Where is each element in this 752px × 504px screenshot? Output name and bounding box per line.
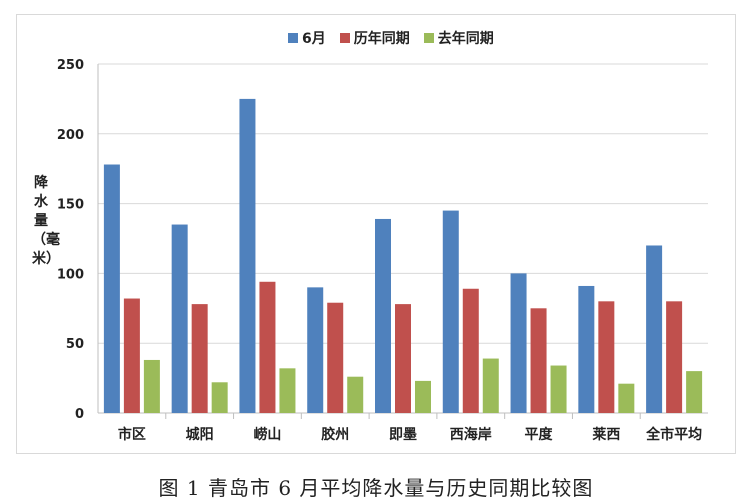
- bar-去年同期-莱西: [618, 383, 635, 413]
- bar-历年同期-城阳: [191, 304, 208, 413]
- x-tick-label: 莱西: [592, 426, 620, 443]
- x-tick-label: 市区: [118, 426, 146, 443]
- bar-6月-莱西: [578, 285, 595, 413]
- bar-历年同期-胶州: [327, 302, 344, 413]
- figure-caption: 图 1 青岛市 6 月平均降水量与历史同期比较图: [158, 476, 594, 500]
- legend-item-last-year: 去年同期: [423, 28, 494, 48]
- x-tick-label: 全市平均: [645, 426, 702, 443]
- legend-item-historical: 历年同期: [339, 28, 410, 48]
- x-tick-label: 西海岸: [450, 426, 492, 443]
- bar-历年同期-即墨: [395, 304, 411, 413]
- bar-历年同期-西海岸: [462, 288, 479, 413]
- x-tick-label: 平度: [525, 426, 554, 443]
- bar-去年同期-崂山: [279, 368, 296, 413]
- legend-swatch-june: [288, 33, 298, 43]
- bar-去年同期-即墨: [415, 380, 431, 413]
- x-tick-label: 城阳: [186, 426, 214, 443]
- bar-6月-城阳: [171, 224, 188, 413]
- bar-历年同期-莱西: [598, 301, 615, 413]
- bar-6月-胶州: [307, 287, 324, 413]
- bar-6月-西海岸: [442, 210, 459, 413]
- x-tick-label: 胶州: [321, 426, 349, 443]
- bar-去年同期-西海岸: [482, 358, 499, 413]
- bar-去年同期-城阳: [211, 382, 228, 413]
- y-tick-label: 150: [57, 198, 84, 213]
- bar-6月-全市平均: [646, 245, 663, 413]
- bar-6月-平度: [510, 273, 527, 413]
- y-tick-label: 250: [57, 58, 84, 73]
- legend-label-june: 6月: [302, 31, 326, 47]
- bar-去年同期-平度: [550, 365, 567, 413]
- legend-label-historical: 历年同期: [353, 31, 410, 47]
- bar-6月-即墨: [375, 218, 391, 413]
- bar-历年同期-崂山: [259, 281, 276, 413]
- bar-历年同期-全市平均: [666, 301, 683, 413]
- bar-去年同期-全市平均: [686, 371, 703, 413]
- legend-item-june: 6月: [288, 28, 326, 48]
- bar-历年同期-市区: [123, 298, 140, 413]
- bar-去年同期-市区: [143, 359, 160, 413]
- bar-历年同期-平度: [530, 308, 547, 413]
- bar-6月-崂山: [239, 98, 256, 414]
- legend: 6月 历年同期 去年同期: [288, 28, 494, 48]
- x-tick-label: 即墨: [389, 427, 417, 443]
- legend-label-last-year: 去年同期: [437, 31, 494, 47]
- bar-6月-市区: [103, 164, 120, 413]
- legend-swatch-historical: [339, 33, 350, 43]
- legend-swatch-last-year: [423, 33, 434, 43]
- y-tick-label: 100: [57, 267, 84, 282]
- y-tick-label: 0: [75, 407, 84, 422]
- bar-去年同期-胶州: [347, 376, 364, 413]
- y-tick-label: 50: [66, 337, 84, 352]
- x-tick-label: 崂山: [253, 426, 281, 443]
- y-tick-label: 200: [57, 128, 84, 143]
